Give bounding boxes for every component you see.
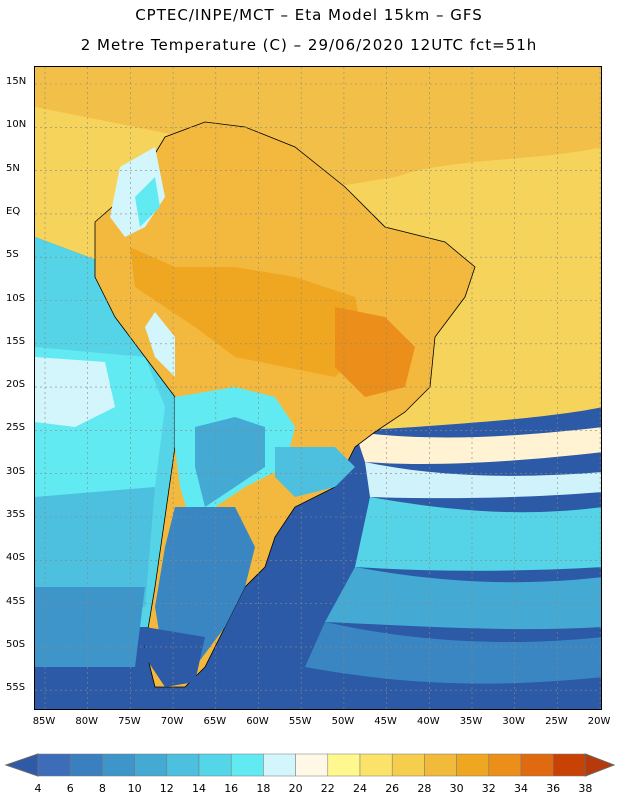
lon-label: 65W [203, 716, 227, 727]
chart-title-line-2: 2 Metre Temperature (C) – 29/06/2020 12U… [80, 36, 538, 54]
lon-label: 20W [587, 716, 611, 727]
colorbar-tick-label: 30 [449, 782, 464, 795]
colorbar-segment [134, 753, 168, 777]
temperature-map[interactable] [34, 66, 602, 710]
lon-label: 80W [75, 716, 98, 727]
colorbar-tick-label: 14 [192, 782, 206, 795]
lon-label: 35W [459, 716, 483, 727]
colorbar-tick-label: 12 [159, 782, 174, 795]
lon-label: 75W [118, 716, 141, 727]
colorbar-segment [391, 753, 425, 777]
lat-label: EQ [6, 205, 21, 217]
lon-label: 45W [374, 716, 397, 727]
lat-label: 15S [6, 335, 26, 347]
colorbar-segment [359, 753, 393, 777]
colorbar-segment [456, 753, 490, 777]
colorbar-high-arrow [584, 753, 616, 777]
colorbar [4, 753, 616, 777]
colorbar-segment [295, 753, 329, 777]
colorbar-segment [69, 753, 103, 777]
colorbar-tick-label: 34 [514, 782, 528, 795]
colorbar-tick-label: 36 [546, 782, 561, 795]
colorbar-segment [552, 753, 586, 777]
colorbar-segment [327, 753, 361, 777]
colorbar-tick-label: 32 [481, 782, 496, 795]
lat-label: 30S [6, 465, 26, 477]
lat-lon-grid [35, 67, 601, 709]
colorbar-tick-label: 4 [34, 782, 42, 795]
colorbar-tick-label: 8 [98, 782, 106, 795]
lat-label: 5N [6, 162, 20, 174]
colorbar-segment [520, 753, 554, 777]
colorbar-segment [102, 753, 135, 777]
colorbar-segment [230, 753, 264, 777]
colorbar-segment [198, 753, 232, 777]
colorbar-low-arrow [4, 753, 39, 777]
colorbar-segment [488, 753, 522, 777]
colorbar-tick-label: 18 [256, 782, 271, 795]
lon-label: 60W [246, 716, 269, 727]
colorbar-tick-label: 22 [320, 782, 335, 795]
colorbar-tick-label: 24 [353, 782, 367, 795]
lat-label: 25S [6, 422, 26, 434]
colorbar-tick-label: 16 [224, 782, 239, 795]
colorbar-segment [263, 753, 296, 777]
lat-label: 40S [6, 552, 26, 564]
lon-label: 25W [545, 716, 568, 727]
colorbar-tick-label: 28 [417, 782, 432, 795]
map-canvas [35, 67, 601, 709]
south-america-landmass [94, 121, 476, 688]
lat-label: 55S [6, 682, 26, 694]
lat-label: 50S [6, 638, 26, 650]
colorbar-segment [37, 753, 71, 777]
lon-label: 55W [288, 716, 312, 727]
colorbar-segment [424, 753, 457, 777]
lon-label: 40W [416, 716, 440, 727]
lat-label: 45S [6, 595, 26, 607]
lat-label: 10S [6, 292, 26, 304]
colorbar-tick-label: 26 [385, 782, 400, 795]
colorbar-tick-label: 20 [288, 782, 303, 795]
colorbar-tick-label: 10 [127, 782, 142, 795]
lon-label: 85W [32, 716, 56, 727]
lon-label: 70W [160, 716, 184, 727]
lat-label: 20S [6, 379, 26, 391]
lat-label: 10N [6, 119, 27, 131]
colorbar-segment [166, 753, 200, 777]
chart-title-line-1: CPTEC/INPE/MCT – Eta Model 15km – GFS [135, 6, 483, 24]
lon-label: 30W [502, 716, 525, 727]
lat-label: 5S [6, 249, 19, 261]
lon-label: 50W [331, 716, 355, 727]
lat-label: 15N [6, 76, 27, 87]
colorbar-tick-label: 6 [66, 782, 74, 795]
colorbar-tick-label: 38 [578, 782, 593, 795]
lat-label: 35S [6, 509, 26, 520]
